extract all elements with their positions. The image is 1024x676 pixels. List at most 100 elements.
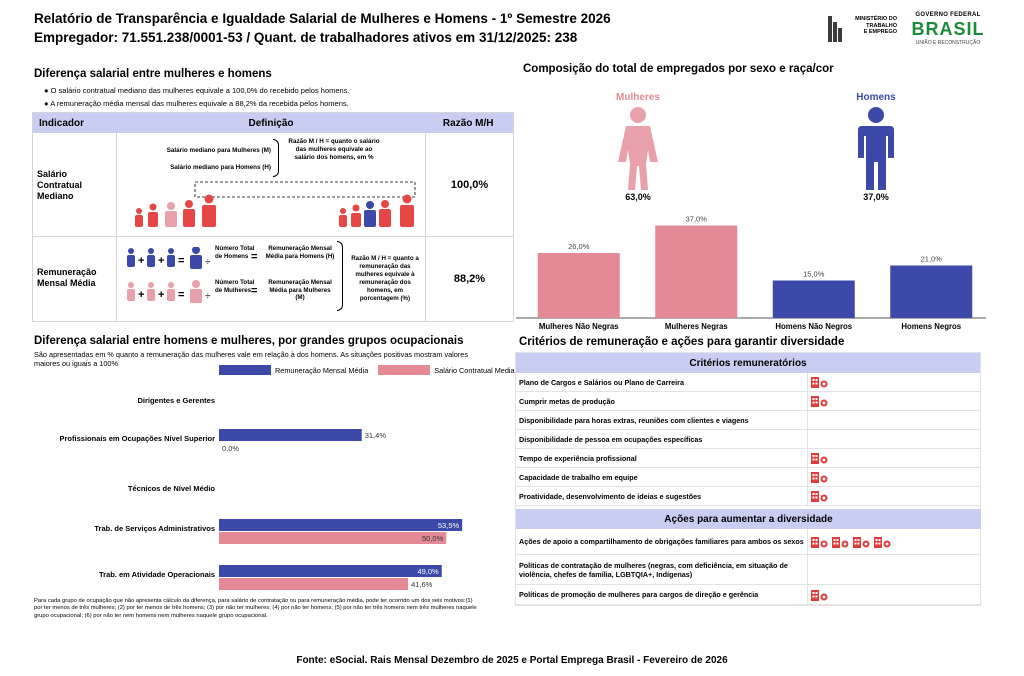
group-bar (219, 532, 447, 544)
header-indicator: Indicador (39, 117, 85, 129)
composition-chart: 26,0% Mulheres Não Negras 37,0% Mulheres Ne… (516, 215, 986, 331)
group-bar (219, 578, 409, 590)
bullet-2: ● A remuneração média mensal das mulhere… (44, 99, 349, 108)
indicator-table: Indicador Definição Razão M/H Salário Co… (32, 112, 514, 322)
comp-bar (890, 265, 973, 318)
ministry-line-1: MINISTÉRIO DO (855, 16, 897, 22)
legend-sal-label: Salário Contratual Mediano (434, 365, 523, 375)
group-bar-label: 49,0% (417, 567, 439, 576)
group-bar (219, 519, 463, 531)
action-icons (808, 589, 829, 601)
gov-brand: BRASIL (911, 19, 985, 39)
row-remuneracao: Remuneração Mensal Média + + = ÷ + + = (33, 237, 513, 321)
header-definition: Definição (248, 117, 294, 129)
criteria-table: Critérios remuneratórios Plano de Cargos… (515, 352, 981, 606)
row1-ratio: 100,0% (425, 133, 513, 236)
groups-chart: Dirigentes e Gerentes Profissionais em Oc… (60, 396, 463, 590)
row2-eq-1: = (251, 251, 258, 263)
svg-text:÷: ÷ (205, 257, 211, 268)
row1-brace (273, 139, 279, 177)
group-bar-label: 53,5% (438, 521, 460, 530)
row1-people-illustration (135, 181, 416, 227)
gov-line: GOVERNO FEDERAL (915, 12, 981, 18)
row1-label-w: Salário mediano para Mulheres (M) (166, 147, 271, 154)
salary-gap-bullets: ● O salário contratual mediano das mulhe… (44, 84, 350, 110)
criteria-label: Cumprir metas de produção (516, 392, 808, 410)
criteria-row: Disponibilidade para horas extras, reuni… (516, 411, 981, 430)
action-row: Políticas de promoção de mulheres para c… (516, 585, 981, 605)
action-label: Políticas de contratação de mulheres (ne… (516, 555, 808, 584)
building-icon (811, 536, 828, 548)
building-icon (811, 396, 828, 407)
ministry-flag-icon (828, 16, 842, 42)
svg-text:+: + (138, 289, 144, 301)
criteria-row: Proatividade, desenvolvimento de ideias … (516, 487, 981, 506)
row-salario: Salário Contratual Mediano Salário media… (33, 133, 513, 237)
row2-num-m: Número Total de Homens (215, 245, 255, 260)
building-icon (811, 491, 828, 502)
group-bar-label: 31,4% (365, 431, 387, 440)
woman-icon (618, 107, 658, 190)
building-icon (811, 377, 828, 388)
groups-legend: Remuneração Mensal Média Salário Contrat… (219, 365, 523, 375)
criteria-icons (808, 471, 829, 483)
criteria-heading: Critérios de remuneração e ações para ga… (519, 336, 845, 348)
comp-category-label: Mulheres Negras (665, 322, 728, 331)
svg-text:÷: ÷ (205, 291, 211, 302)
svg-text:+: + (158, 255, 164, 267)
man-icon (858, 107, 894, 190)
svg-text:+: + (158, 289, 164, 301)
row2-eq-2: = (251, 285, 258, 297)
building-icon (811, 589, 828, 601)
ministry-line-3: E EMPREGO (863, 29, 897, 35)
report-subtitle: Empregador: 71.551.238/0001-53 / Quant. … (34, 30, 578, 45)
groups-footnote: Para cada grupo de ocupação que não apre… (34, 598, 477, 619)
group-category-label: Dirigentes e Gerentes (137, 396, 215, 405)
row2-num-w: Número Total de Mulheres (215, 279, 255, 294)
group-bar-label: 41,6% (411, 580, 433, 589)
comp-bar-label: 37,0% (686, 215, 708, 224)
row1-explain: Razão M / H = quanto o salário das mulhe… (288, 138, 380, 161)
report-title: Relatório de Transparência e Igualdade S… (34, 11, 611, 26)
actions-title: Ações para aumentar a diversidade (516, 509, 981, 529)
comp-category-label: Mulheres Não Negras (539, 322, 619, 331)
men-label: Homens (856, 92, 896, 103)
criteria-row: Cumprir metas de produção (516, 392, 981, 411)
row2-ratio: 88,2% (425, 237, 513, 321)
table-header: Indicador Definição Razão M/H (33, 113, 513, 133)
comp-bar-label: 21,0% (921, 255, 943, 264)
composition-heading: Composição do total de empregados por se… (523, 63, 834, 75)
legend-rem-swatch (219, 365, 271, 375)
criteria-icons (808, 376, 829, 388)
row2-equation-illustration: + + = ÷ + + = ÷ (127, 247, 211, 303)
group-bar (219, 565, 442, 577)
groups-subtitle: São apresentadas em % quanto a remuneraç… (34, 350, 468, 368)
criteria-label: Tempo de experiência profissional (516, 449, 808, 467)
comp-bar-label: 15,0% (803, 270, 825, 279)
building-icon (874, 536, 891, 548)
group-category-label: Trab. de Serviços Administrativos (94, 524, 215, 533)
legend-rem-label: Remuneração Mensal Média (275, 365, 369, 375)
group-category-label: Técnicos de Nível Médio (128, 484, 216, 493)
criteria-row: Disponibilidade de pessoa em ocupações e… (516, 430, 981, 449)
building-icon (853, 536, 870, 548)
group-bar (219, 429, 362, 441)
salary-gap-heading: Diferença salarial entre mulheres e home… (34, 68, 272, 80)
ministry-logo: MINISTÉRIO DO TRABALHO E EMPREGO (828, 16, 898, 42)
action-label: Políticas de promoção de mulheres para c… (516, 585, 808, 604)
criteria-label: Capacidade de trabalho em equipe (516, 468, 808, 486)
criteria-icons (808, 490, 829, 502)
row1-label-m: Salário mediano para Homens (H) (170, 164, 271, 171)
bullet-1: ● O salário contratual mediano das mulhe… (44, 86, 350, 95)
criteria-icons (808, 395, 829, 407)
criteria-label: Proatividade, desenvolvimento de ideias … (516, 487, 808, 505)
action-label: Ações de apoio a compartilhamento de obr… (516, 529, 808, 554)
comp-category-label: Homens Negros (901, 322, 961, 331)
row1-labels: Salário mediano para Mulheres (M) Salári… (141, 142, 271, 176)
building-icon (811, 453, 828, 464)
gov-logo: GOVERNO FEDERAL BRASIL UNIÃO E RECONSTRU… (903, 12, 993, 46)
criteria-row: Tempo de experiência profissional (516, 449, 981, 468)
svg-text:+: + (138, 255, 144, 267)
comp-bar (655, 225, 738, 318)
criteria-row: Plano de Cargos e Salários ou Plano de C… (516, 373, 981, 392)
